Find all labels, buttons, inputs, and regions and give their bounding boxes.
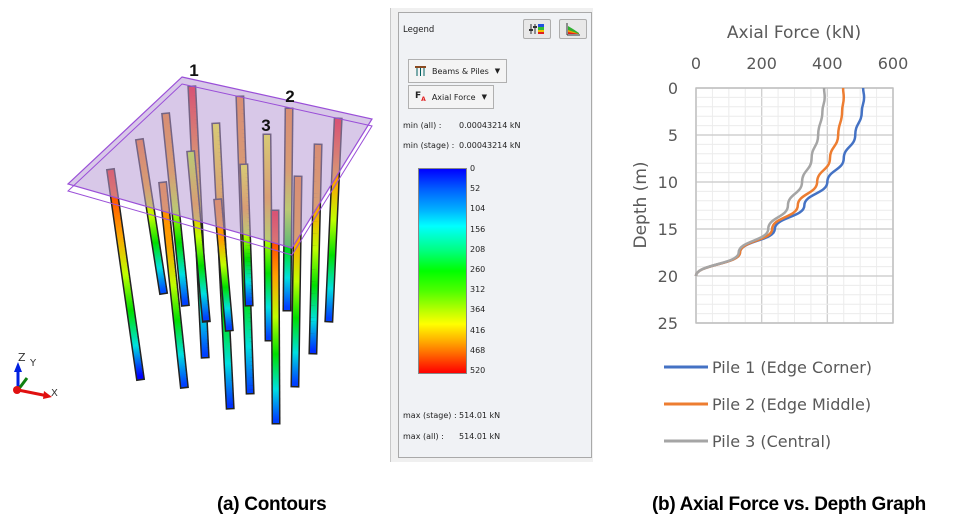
element-type-label: Beams & Piles — [432, 66, 489, 76]
scale-tick: 156 — [470, 224, 486, 234]
legend-panel: Legend Beams & Piles ▼ FA Axial Force ▼ … — [390, 8, 593, 462]
legend-entry: Pile 1 (Edge Corner) — [712, 358, 872, 377]
scale-tick: 520 — [470, 366, 486, 375]
legend-chart-button[interactable] — [559, 19, 587, 39]
scale-tick: 52 — [470, 184, 481, 194]
scale-tick: 468 — [470, 345, 486, 355]
x-tick-label: 0 — [691, 54, 701, 73]
force-icon: FA — [415, 91, 426, 103]
chart-title: Axial Force (kN) — [727, 23, 861, 43]
scale-tick: 0 — [470, 164, 476, 173]
contour-chart-icon — [566, 22, 580, 35]
y-axis-ticks: 0 5 10 15 20 25 — [658, 79, 678, 333]
y-tick-label: 5 — [668, 126, 678, 145]
result-type-dropdown[interactable]: FA Axial Force ▼ — [408, 85, 494, 109]
max-all-row: max (all) :514.01 kN — [403, 432, 501, 441]
caption-contours: (a) Contours — [217, 494, 327, 515]
legend-frame: Legend Beams & Piles ▼ FA Axial Force ▼ … — [398, 12, 592, 458]
chart-series — [694, 87, 866, 277]
x-tick-label: 400 — [812, 54, 843, 73]
legend-entry: Pile 3 (Central) — [712, 432, 831, 451]
pile-number-labels: 1 23 — [189, 61, 294, 135]
axis-triad: Z Y X — [13, 351, 58, 399]
scale-tick: 312 — [470, 285, 486, 295]
y-tick-label: 15 — [658, 220, 678, 239]
color-scale-bar — [418, 168, 467, 374]
beams-piles-icon — [415, 66, 426, 76]
y-tick-label: 25 — [658, 314, 678, 333]
pile-label: 1 — [189, 61, 198, 80]
y-tick-label: 0 — [668, 79, 678, 98]
min-all-row: min (all) :0.00043214 kN — [403, 121, 521, 130]
max-stage-row: max (stage) :514.01 kN — [403, 411, 501, 420]
axis-z-label: Z — [18, 351, 26, 364]
scale-tick: 260 — [470, 265, 486, 274]
x-axis-ticks: 0 200 400 600 — [691, 54, 908, 73]
result-type-label: Axial Force — [431, 92, 476, 102]
pile-label: 3 — [261, 116, 270, 135]
chart-legend: Pile 1 (Edge Corner) Pile 2 (Edge Middle)… — [664, 358, 872, 451]
pile-label: 2 — [285, 87, 294, 106]
axial-force-depth-chart: Axial Force (kN) 0 200 400 600 0 5 10 15 20 25 D… — [631, 23, 908, 451]
scale-tick: 364 — [470, 305, 486, 315]
caption-graph: (b) Axial Force vs. Depth Graph — [652, 494, 926, 515]
y-tick-label: 10 — [658, 173, 678, 192]
series-line — [694, 87, 826, 277]
chart-gridlines — [695, 87, 894, 324]
color-scale-settings-icon — [529, 24, 544, 34]
chevron-down-icon: ▼ — [481, 93, 487, 101]
scale-tick: 416 — [470, 325, 486, 335]
legend-entry: Pile 2 (Edge Middle) — [712, 395, 871, 414]
x-tick-label: 200 — [746, 54, 777, 73]
legend-settings-button[interactable] — [523, 19, 551, 39]
chevron-down-icon: ▼ — [494, 67, 501, 75]
y-tick-label: 20 — [658, 267, 678, 286]
axis-x-label: X — [51, 388, 58, 399]
scale-tick: 208 — [470, 244, 486, 254]
pile-cap-slab-edge — [67, 83, 373, 256]
y-axis-label: Depth (m) — [631, 161, 651, 248]
element-type-dropdown[interactable]: Beams & Piles ▼ — [408, 59, 508, 83]
legend-title: Legend — [403, 25, 435, 35]
axis-y-label: Y — [29, 358, 37, 369]
min-stage-row: min (stage) :0.00043214 kN — [403, 141, 521, 150]
x-tick-label: 600 — [878, 54, 909, 73]
contour-3d-view[interactable]: 1 23 Z Y X — [0, 0, 390, 470]
scale-tick: 104 — [470, 204, 486, 214]
